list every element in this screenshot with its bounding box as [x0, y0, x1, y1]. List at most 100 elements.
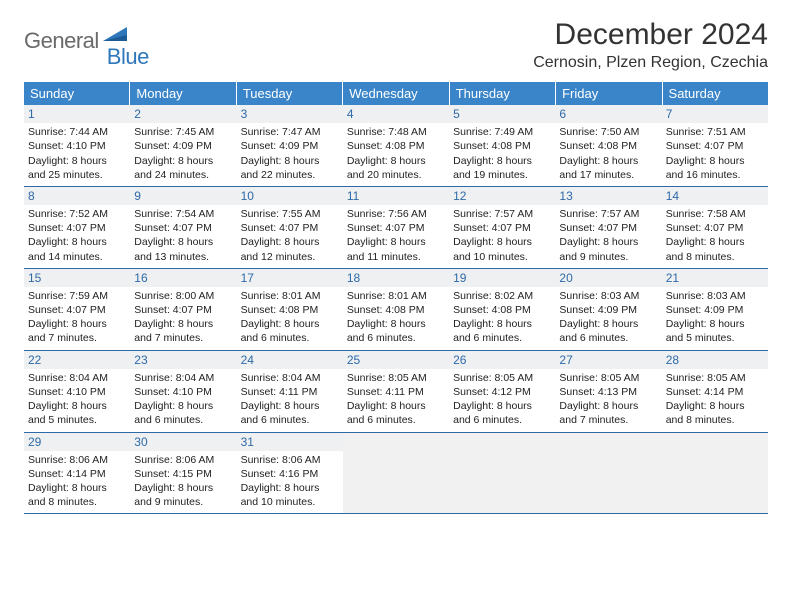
day-number: 4	[347, 107, 354, 121]
sunrise-line: Sunrise: 8:04 AM	[134, 371, 232, 385]
calendar-day-empty	[555, 433, 661, 514]
sunset-line: Sunset: 4:07 PM	[347, 221, 445, 235]
day-number: 15	[28, 271, 41, 285]
sunrise-line: Sunrise: 7:57 AM	[453, 207, 551, 221]
day-number-bar: 7	[662, 105, 768, 123]
sunrise-line: Sunrise: 8:05 AM	[559, 371, 657, 385]
day-number-bar: 20	[555, 269, 661, 287]
day-number-bar: 18	[343, 269, 449, 287]
sunset-line: Sunset: 4:08 PM	[347, 139, 445, 153]
day-number-bar: 10	[237, 187, 343, 205]
sunset-line: Sunset: 4:08 PM	[453, 303, 551, 317]
calendar-day-cell: 23Sunrise: 8:04 AMSunset: 4:10 PMDayligh…	[130, 351, 236, 432]
daylight-line: Daylight: 8 hours and 20 minutes.	[347, 154, 445, 182]
month-title: December 2024	[533, 18, 768, 52]
weeks-container: 1Sunrise: 7:44 AMSunset: 4:10 PMDaylight…	[24, 105, 768, 514]
daylight-line: Daylight: 8 hours and 17 minutes.	[559, 154, 657, 182]
day-number: 28	[666, 353, 679, 367]
day-number: 10	[241, 189, 254, 203]
calendar-day-cell: 2Sunrise: 7:45 AMSunset: 4:09 PMDaylight…	[130, 105, 236, 186]
day-number: 5	[453, 107, 460, 121]
sunrise-line: Sunrise: 7:56 AM	[347, 207, 445, 221]
day-number-bar: 9	[130, 187, 236, 205]
logo: General Blue	[24, 18, 171, 54]
sunset-line: Sunset: 4:07 PM	[241, 221, 339, 235]
sunrise-line: Sunrise: 8:01 AM	[241, 289, 339, 303]
day-number: 31	[241, 435, 254, 449]
day-number: 26	[453, 353, 466, 367]
calendar-day-cell: 11Sunrise: 7:56 AMSunset: 4:07 PMDayligh…	[343, 187, 449, 268]
day-number: 6	[559, 107, 566, 121]
calendar-day-cell: 10Sunrise: 7:55 AMSunset: 4:07 PMDayligh…	[237, 187, 343, 268]
calendar-week-row: 22Sunrise: 8:04 AMSunset: 4:10 PMDayligh…	[24, 351, 768, 433]
sunrise-line: Sunrise: 8:05 AM	[347, 371, 445, 385]
day-number-bar: 30	[130, 433, 236, 451]
day-number: 19	[453, 271, 466, 285]
sunrise-line: Sunrise: 7:49 AM	[453, 125, 551, 139]
calendar-page: General Blue December 2024 Cernosin, Plz…	[0, 0, 792, 532]
calendar-week-row: 8Sunrise: 7:52 AMSunset: 4:07 PMDaylight…	[24, 187, 768, 269]
weekday-header-cell: Sunday	[24, 82, 130, 105]
daylight-line: Daylight: 8 hours and 25 minutes.	[28, 154, 126, 182]
day-number: 27	[559, 353, 572, 367]
calendar-week-row: 15Sunrise: 7:59 AMSunset: 4:07 PMDayligh…	[24, 269, 768, 351]
sunrise-line: Sunrise: 8:03 AM	[666, 289, 764, 303]
day-number: 21	[666, 271, 679, 285]
calendar-day-cell: 7Sunrise: 7:51 AMSunset: 4:07 PMDaylight…	[662, 105, 768, 186]
daylight-line: Daylight: 8 hours and 8 minutes.	[666, 235, 764, 263]
daylight-line: Daylight: 8 hours and 9 minutes.	[559, 235, 657, 263]
daylight-line: Daylight: 8 hours and 7 minutes.	[134, 317, 232, 345]
weekday-header-cell: Monday	[130, 82, 236, 105]
calendar-day-cell: 13Sunrise: 7:57 AMSunset: 4:07 PMDayligh…	[555, 187, 661, 268]
sunset-line: Sunset: 4:07 PM	[666, 139, 764, 153]
day-number-bar: 11	[343, 187, 449, 205]
daylight-line: Daylight: 8 hours and 6 minutes.	[241, 399, 339, 427]
sunset-line: Sunset: 4:07 PM	[453, 221, 551, 235]
sunrise-line: Sunrise: 7:45 AM	[134, 125, 232, 139]
day-number: 13	[559, 189, 572, 203]
day-number-bar: 8	[24, 187, 130, 205]
calendar-day-cell: 30Sunrise: 8:06 AMSunset: 4:15 PMDayligh…	[130, 433, 236, 514]
sunrise-line: Sunrise: 8:06 AM	[28, 453, 126, 467]
calendar-day-cell: 15Sunrise: 7:59 AMSunset: 4:07 PMDayligh…	[24, 269, 130, 350]
day-number-bar: 28	[662, 351, 768, 369]
daylight-line: Daylight: 8 hours and 6 minutes.	[559, 317, 657, 345]
sunrise-line: Sunrise: 7:54 AM	[134, 207, 232, 221]
day-number: 29	[28, 435, 41, 449]
sunrise-line: Sunrise: 7:57 AM	[559, 207, 657, 221]
sunset-line: Sunset: 4:07 PM	[134, 221, 232, 235]
day-number: 9	[134, 189, 141, 203]
weekday-header-cell: Thursday	[450, 82, 556, 105]
sunset-line: Sunset: 4:08 PM	[559, 139, 657, 153]
sunset-line: Sunset: 4:14 PM	[666, 385, 764, 399]
day-number-bar: 4	[343, 105, 449, 123]
sunrise-line: Sunrise: 8:04 AM	[241, 371, 339, 385]
daylight-line: Daylight: 8 hours and 5 minutes.	[28, 399, 126, 427]
day-number-bar: 29	[24, 433, 130, 451]
day-number: 18	[347, 271, 360, 285]
day-number: 1	[28, 107, 35, 121]
daylight-line: Daylight: 8 hours and 7 minutes.	[559, 399, 657, 427]
location-label: Cernosin, Plzen Region, Czechia	[533, 54, 768, 72]
daylight-line: Daylight: 8 hours and 7 minutes.	[28, 317, 126, 345]
calendar-day-cell: 3Sunrise: 7:47 AMSunset: 4:09 PMDaylight…	[237, 105, 343, 186]
daylight-line: Daylight: 8 hours and 6 minutes.	[347, 399, 445, 427]
calendar-day-cell: 24Sunrise: 8:04 AMSunset: 4:11 PMDayligh…	[237, 351, 343, 432]
day-number-bar: 19	[449, 269, 555, 287]
calendar-day-cell: 4Sunrise: 7:48 AMSunset: 4:08 PMDaylight…	[343, 105, 449, 186]
daylight-line: Daylight: 8 hours and 14 minutes.	[28, 235, 126, 263]
calendar-day-cell: 25Sunrise: 8:05 AMSunset: 4:11 PMDayligh…	[343, 351, 449, 432]
daylight-line: Daylight: 8 hours and 8 minutes.	[28, 481, 126, 509]
sunrise-line: Sunrise: 8:06 AM	[241, 453, 339, 467]
sunset-line: Sunset: 4:10 PM	[28, 139, 126, 153]
calendar-day-cell: 6Sunrise: 7:50 AMSunset: 4:08 PMDaylight…	[555, 105, 661, 186]
sunrise-line: Sunrise: 8:03 AM	[559, 289, 657, 303]
sunset-line: Sunset: 4:10 PM	[134, 385, 232, 399]
day-number-bar: 22	[24, 351, 130, 369]
day-number: 25	[347, 353, 360, 367]
sunrise-line: Sunrise: 8:05 AM	[453, 371, 551, 385]
day-number: 12	[453, 189, 466, 203]
calendar-day-cell: 8Sunrise: 7:52 AMSunset: 4:07 PMDaylight…	[24, 187, 130, 268]
day-number: 14	[666, 189, 679, 203]
day-number: 8	[28, 189, 35, 203]
